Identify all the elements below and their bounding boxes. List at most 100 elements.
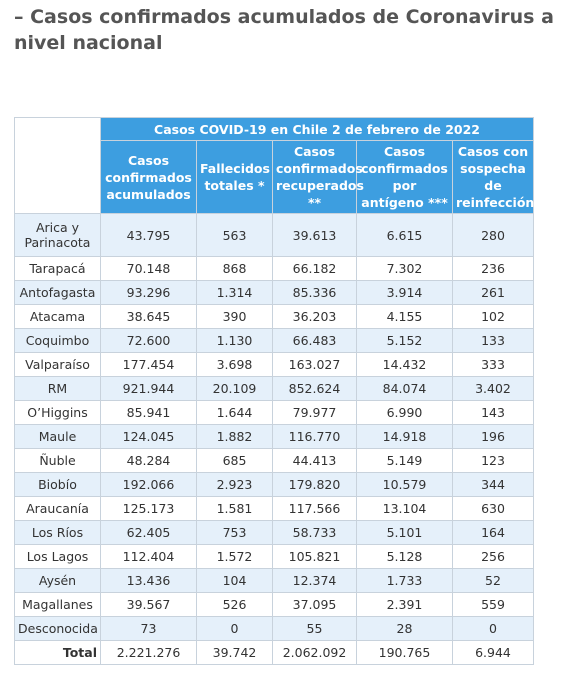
value-cell: 105.821 (272, 544, 357, 569)
value-cell: 104 (196, 568, 273, 593)
value-cell: 2.391 (356, 592, 453, 617)
value-cell: 563 (196, 213, 273, 257)
region-cell: Araucanía (14, 496, 101, 521)
total-value: 2.062.092 (272, 640, 357, 665)
value-cell: 179.820 (272, 472, 357, 497)
value-cell: 66.182 (272, 256, 357, 281)
value-cell: 256 (452, 544, 534, 569)
table-row: Ñuble 48.284 685 44.413 5.149 123 (14, 448, 534, 473)
value-cell: 192.066 (100, 472, 197, 497)
table-row: Coquimbo 72.600 1.130 66.483 5.152 133 (14, 328, 534, 353)
value-cell: 1.572 (196, 544, 273, 569)
table-row: Los Lagos 112.404 1.572 105.821 5.128 256 (14, 544, 534, 569)
table-body: Arica y Parinacota 43.795 563 39.613 6.615 28… (14, 213, 534, 665)
value-cell: 390 (196, 304, 273, 329)
value-cell: 1.644 (196, 400, 273, 425)
region-cell: Maule (14, 424, 101, 449)
table-row: Arica y Parinacota 43.795 563 39.613 6.615 28… (14, 213, 534, 257)
table-row: Tarapacá 70.148 868 66.182 7.302 236 (14, 256, 534, 281)
column-header-row: Casos confirmados acumulados Fallecidos t… (15, 140, 534, 214)
value-cell: 28 (356, 616, 453, 641)
value-cell: 261 (452, 280, 534, 305)
region-cell: O’Higgins (14, 400, 101, 425)
value-cell: 52 (452, 568, 534, 593)
value-cell: 62.405 (100, 520, 197, 545)
value-cell: 0 (452, 616, 534, 641)
table-head: Casos COVID-19 en Chile 2 de febrero de … (14, 117, 534, 214)
value-cell: 1.314 (196, 280, 273, 305)
value-cell: 559 (452, 592, 534, 617)
value-cell: 4.155 (356, 304, 453, 329)
value-cell: 5.128 (356, 544, 453, 569)
column-header: Casos con sospecha de reinfección (452, 140, 534, 214)
value-cell: 38.645 (100, 304, 197, 329)
value-cell: 84.074 (356, 376, 453, 401)
value-cell: 85.941 (100, 400, 197, 425)
value-cell: 36.203 (272, 304, 357, 329)
total-row: Total 2.221.276 39.742 2.062.092 190.765 6.94… (14, 640, 534, 665)
value-cell: 44.413 (272, 448, 357, 473)
total-value: 6.944 (452, 640, 534, 665)
region-cell: Atacama (14, 304, 101, 329)
value-cell: 344 (452, 472, 534, 497)
corner-cell (14, 117, 101, 214)
value-cell: 85.336 (272, 280, 357, 305)
region-cell: Ñuble (14, 448, 101, 473)
value-cell: 1.733 (356, 568, 453, 593)
value-cell: 526 (196, 592, 273, 617)
table-row: Biobío 192.066 2.923 179.820 10.579 344 (14, 472, 534, 497)
value-cell: 117.566 (272, 496, 357, 521)
table-row: RM 921.944 20.109 852.624 84.074 3.402 (14, 376, 534, 401)
value-cell: 12.374 (272, 568, 357, 593)
value-cell: 125.173 (100, 496, 197, 521)
value-cell: 13.436 (100, 568, 197, 593)
region-cell: Biobío (14, 472, 101, 497)
value-cell: 124.045 (100, 424, 197, 449)
value-cell: 3.914 (356, 280, 453, 305)
value-cell: 163.027 (272, 352, 357, 377)
value-cell: 133 (452, 328, 534, 353)
value-cell: 852.624 (272, 376, 357, 401)
table-row: Valparaíso 177.454 3.698 163.027 14.432 333 (14, 352, 534, 377)
column-header: Fallecidos totales * (196, 140, 273, 214)
value-cell: 48.284 (100, 448, 197, 473)
value-cell: 72.600 (100, 328, 197, 353)
value-cell: 3.402 (452, 376, 534, 401)
value-cell: 39.567 (100, 592, 197, 617)
value-cell: 630 (452, 496, 534, 521)
value-cell: 43.795 (100, 213, 197, 257)
table-row: O’Higgins 85.941 1.644 79.977 6.990 143 (14, 400, 534, 425)
region-cell: Magallanes (14, 592, 101, 617)
table-row: Los Ríos 62.405 753 58.733 5.101 164 (14, 520, 534, 545)
value-cell: 20.109 (196, 376, 273, 401)
value-cell: 5.152 (356, 328, 453, 353)
value-cell: 73 (100, 616, 197, 641)
table-caption: Casos COVID-19 en Chile 2 de febrero de … (100, 117, 534, 141)
table-row: Araucanía 125.173 1.581 117.566 13.104 630 (14, 496, 534, 521)
region-cell: Coquimbo (14, 328, 101, 353)
value-cell: 1.882 (196, 424, 273, 449)
region-cell: Los Ríos (14, 520, 101, 545)
value-cell: 116.770 (272, 424, 357, 449)
region-cell: Los Lagos (14, 544, 101, 569)
value-cell: 93.296 (100, 280, 197, 305)
value-cell: 112.404 (100, 544, 197, 569)
value-cell: 70.148 (100, 256, 197, 281)
column-header: Casos confirmados por antígeno *** (356, 140, 453, 214)
region-cell: Arica y Parinacota (14, 213, 101, 257)
value-cell: 66.483 (272, 328, 357, 353)
region-cell: Valparaíso (14, 352, 101, 377)
value-cell: 3.698 (196, 352, 273, 377)
column-header: Casos confirmados acumulados (100, 140, 197, 214)
value-cell: 333 (452, 352, 534, 377)
total-value: 39.742 (196, 640, 273, 665)
total-label: Total (14, 640, 101, 665)
value-cell: 102 (452, 304, 534, 329)
column-header: Casos confirmados recuperados ** (272, 140, 364, 214)
value-cell: 177.454 (100, 352, 197, 377)
value-cell: 2.923 (196, 472, 273, 497)
value-cell: 685 (196, 448, 273, 473)
value-cell: 753 (196, 520, 273, 545)
value-cell: 143 (452, 400, 534, 425)
